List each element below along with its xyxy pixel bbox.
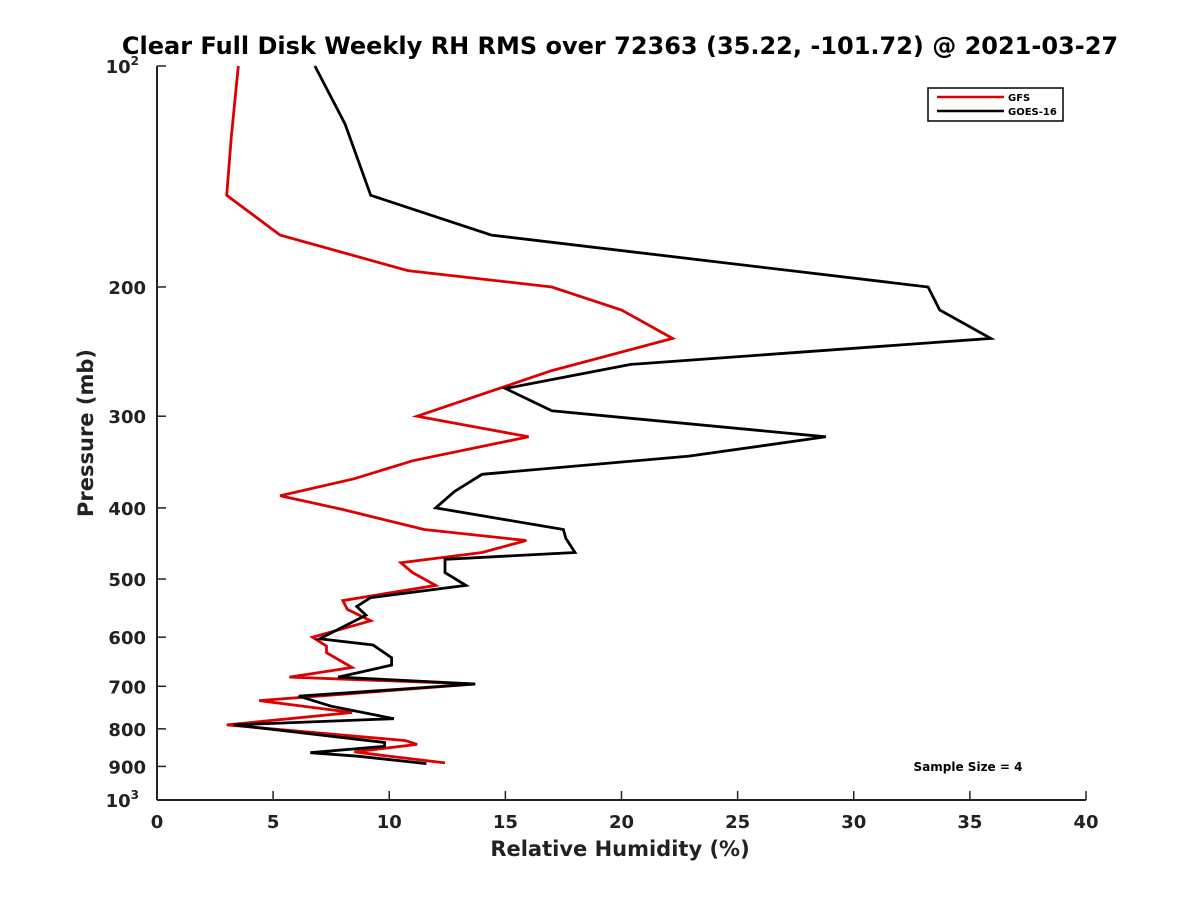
y-tick-label-200: 200	[108, 278, 146, 299]
legend: GFS GOES-16	[927, 87, 1064, 122]
x-tick-label-35: 35	[957, 812, 982, 833]
x-tick-label-15: 15	[493, 812, 518, 833]
chart-title: Clear Full Disk Weekly RH RMS over 72363…	[122, 32, 1118, 60]
legend-box	[927, 87, 1064, 122]
x-tick-label-10: 10	[377, 812, 402, 833]
series-lines	[225, 65, 996, 765]
x-tick-label-20: 20	[609, 812, 634, 833]
legend-label-gfs: GFS	[1008, 93, 1030, 104]
series-line-gfs	[225, 65, 677, 765]
y-tick-label-900: 900	[108, 757, 146, 778]
x-tick-label-30: 30	[841, 812, 866, 833]
legend-label-goes16: GOES-16	[1008, 107, 1057, 118]
y-axis-ticks: 102 200 300 400 500 600 700 800 900 103	[106, 54, 166, 812]
y-tick-label-700: 700	[108, 677, 146, 698]
sample-size-annotation: Sample Size = 4	[914, 760, 1023, 774]
series-line-goes16	[233, 65, 996, 765]
x-tick-label-5: 5	[267, 812, 280, 833]
y-tick-label-100: 102	[106, 54, 139, 78]
y-axis-label: Pressure (mb)	[74, 349, 98, 517]
y-tick-label-300: 300	[108, 407, 146, 428]
y-tick-label-800: 800	[108, 720, 146, 741]
y-tick-label-600: 600	[108, 628, 146, 649]
y-tick-label-400: 400	[108, 499, 146, 520]
x-axis-label: Relative Humidity (%)	[490, 837, 749, 861]
y-tick-label-500: 500	[108, 570, 146, 591]
x-tick-label-40: 40	[1073, 812, 1098, 833]
y-tick-label-1000: 103	[106, 788, 139, 812]
x-tick-label-25: 25	[725, 812, 750, 833]
x-axis-ticks: 0 5 10 15 20 25 30 35 40	[151, 791, 1099, 833]
x-tick-label-0: 0	[151, 812, 164, 833]
